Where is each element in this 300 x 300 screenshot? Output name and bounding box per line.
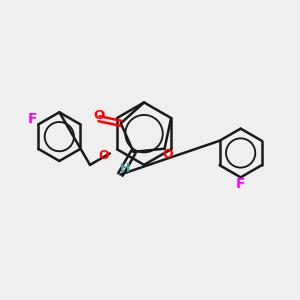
Text: O: O (99, 149, 109, 162)
Text: F: F (236, 177, 245, 191)
Text: F: F (28, 112, 38, 126)
Text: O: O (93, 109, 105, 122)
Text: H: H (120, 161, 130, 175)
Text: O: O (163, 148, 173, 161)
